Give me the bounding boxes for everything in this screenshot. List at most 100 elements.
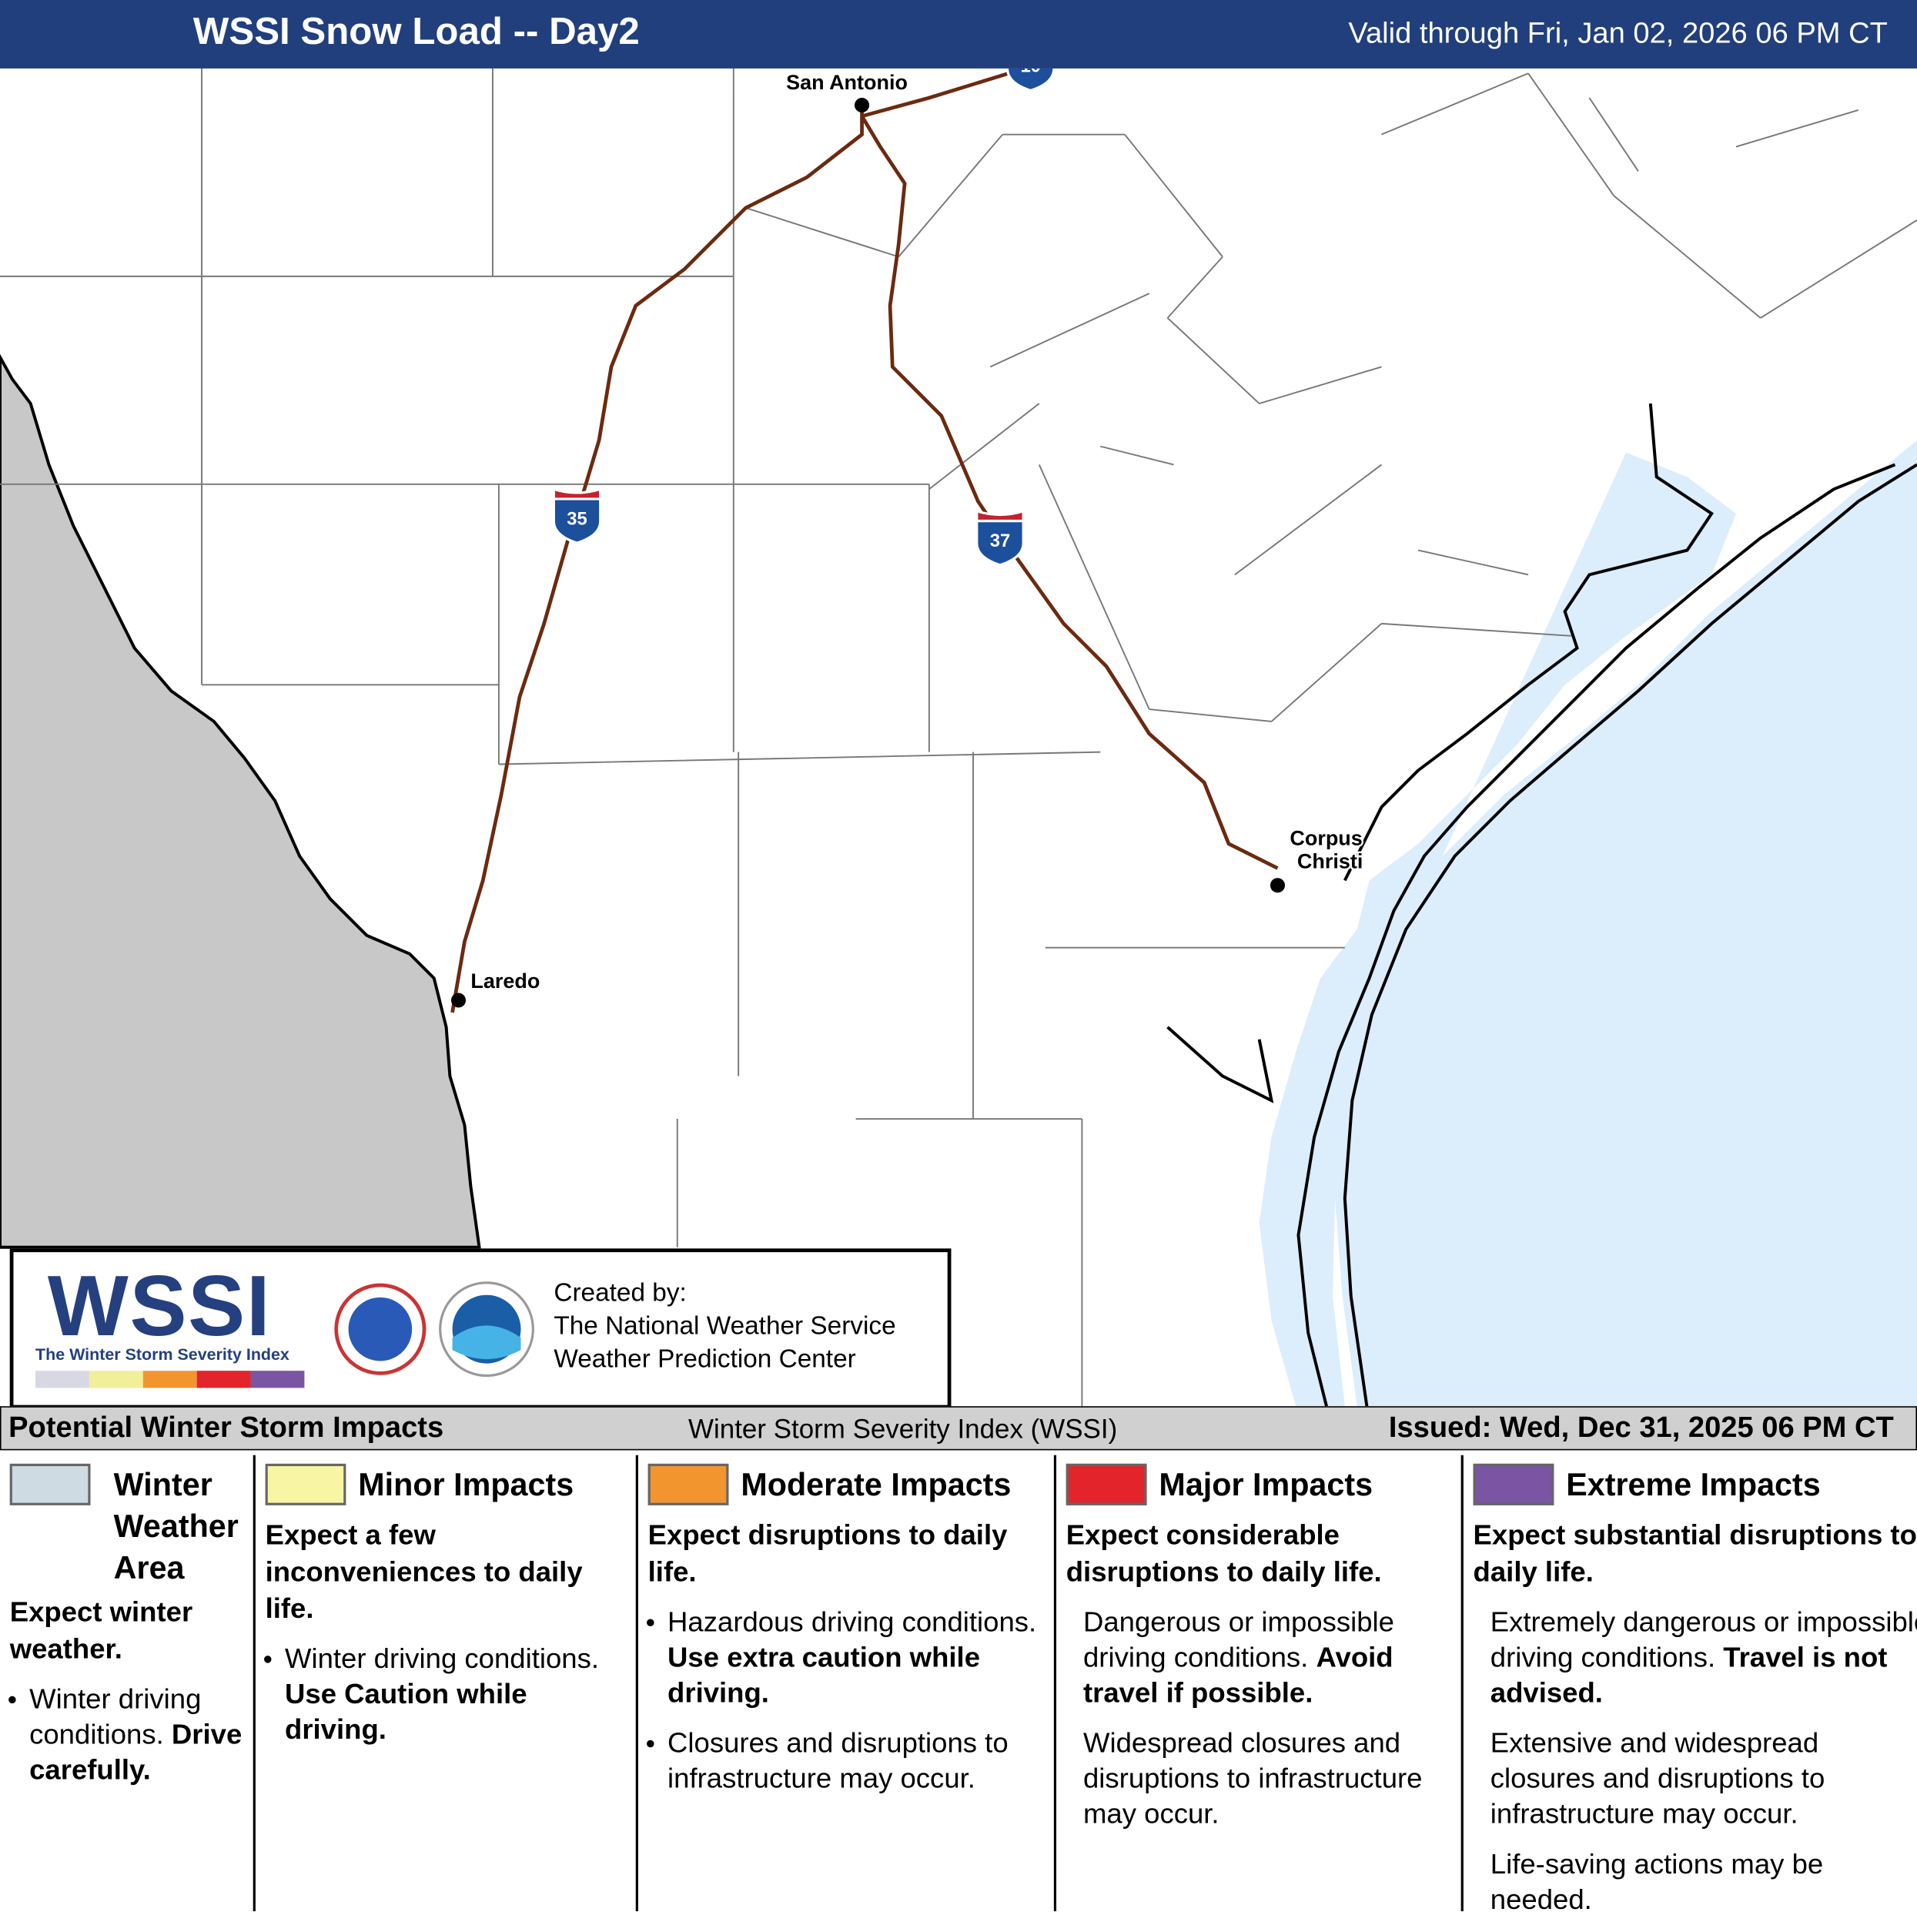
- city-dot: [1270, 878, 1285, 893]
- category-body: Expect substantial disruptions to daily …: [1474, 1516, 1917, 1932]
- legend-divider: [1053, 1455, 1057, 1912]
- item-bold: Travel is not advised.: [1490, 1641, 1888, 1709]
- legend-divider: [253, 1455, 256, 1912]
- shield-body: [975, 519, 1025, 567]
- logo-box: WSSI The Winter Storm Severity Index Cre…: [9, 1248, 952, 1409]
- color-swatch: [196, 1371, 251, 1388]
- color-swatch: [142, 1371, 197, 1388]
- item-text: Winter driving conditions.: [29, 1683, 202, 1750]
- category-name: Extreme Impacts: [1566, 1466, 1821, 1503]
- tagline: The Winter Storm Severity Index: [35, 1344, 289, 1364]
- impact-item: Extremely dangerous or impossible drivin…: [1490, 1604, 1917, 1710]
- shield-number: 35: [567, 508, 587, 529]
- item-text: Extremely dangerous or impossible drivin…: [1490, 1606, 1917, 1673]
- legend-divider: [635, 1455, 638, 1912]
- item-text: Widespread closures and disruptions to i…: [1082, 1726, 1423, 1830]
- impact-item: Winter driving conditions. Use Caution w…: [264, 1641, 632, 1747]
- category-body: Expect disruptions to daily life. Hazardo…: [647, 1516, 1052, 1811]
- headline: Expect considerable disruptions to daily…: [1066, 1518, 1382, 1588]
- legend-swatch: [9, 1463, 91, 1505]
- shield-top: [975, 509, 1025, 523]
- legend-column: Winter Weather Area Expect winter weather…: [8, 1449, 252, 1917]
- category-name: Minor Impacts: [358, 1466, 574, 1503]
- city-label: Corpus: [1290, 826, 1362, 849]
- legend-swatch: [1473, 1463, 1554, 1505]
- category-name: Moderate Impacts: [741, 1466, 1012, 1503]
- coastline: [1166, 403, 1917, 1407]
- item-bold: Drive carefully.: [29, 1718, 243, 1786]
- header: WSSI Snow Load -- Day2 Valid through Fri…: [0, 0, 1917, 69]
- created-line: Weather Prediction Center: [554, 1344, 856, 1374]
- valid-time: Valid through Fri, Jan 02, 2026 06 PM CT: [1348, 17, 1888, 51]
- headline: Expect a few inconveniences to daily lif…: [265, 1518, 583, 1624]
- legend-bar: Potential Winter Storm Impacts Winter St…: [0, 1406, 1917, 1451]
- impact-item: Winter driving conditions. Drive careful…: [8, 1682, 252, 1788]
- wordmark: WSSI: [47, 1258, 272, 1354]
- city-dot: [855, 98, 870, 113]
- impact-item: Closures and disruptions to infrastructu…: [647, 1726, 1052, 1796]
- interstate-shield: 37: [975, 509, 1025, 567]
- shield-number: 10: [1020, 69, 1041, 77]
- interstate-shield: 35: [552, 487, 602, 544]
- legend-title: Potential Winter Storm Impacts: [8, 1411, 444, 1445]
- roads: [450, 72, 1279, 1013]
- agency-logos: [334, 1281, 534, 1378]
- item-text: Winter driving conditions.: [285, 1642, 600, 1674]
- city-dot: [450, 993, 467, 1008]
- category-name: Major Impacts: [1159, 1466, 1373, 1503]
- item-text: Extensive and widespread closures and di…: [1490, 1726, 1825, 1830]
- item-bold: Use Caution while driving.: [285, 1677, 527, 1746]
- shield-body: [1005, 68, 1056, 92]
- gulf: [1335, 440, 1917, 1407]
- category-body: Expect winter weather. Winter driving con…: [8, 1593, 252, 1803]
- color-swatch: [89, 1371, 143, 1388]
- item-text: Hazardous driving conditions.: [667, 1606, 1037, 1638]
- impact-item: Hazardous driving conditions. Use extra …: [647, 1604, 1052, 1710]
- shields: 10 35 37: [552, 68, 1056, 567]
- created-line: The National Weather Service: [554, 1311, 896, 1341]
- item-text: Dangerous or impossible driving conditio…: [1082, 1606, 1394, 1673]
- item-text: Life-saving actions may be needed.: [1490, 1847, 1824, 1915]
- impact-item: Dangerous or impossible driving conditio…: [1083, 1604, 1468, 1710]
- legend-swatch: [1066, 1463, 1147, 1505]
- created-by: Created by: The National Weather Service W…: [554, 1277, 895, 1376]
- headline: Expect substantial disruptions to daily …: [1473, 1518, 1917, 1588]
- category-body: Expect a few inconveniences to daily lif…: [264, 1516, 632, 1762]
- item-bold: Use extra caution while driving.: [667, 1641, 981, 1709]
- title: WSSI Snow Load -- Day2: [192, 9, 640, 53]
- mexico: [0, 353, 481, 1249]
- city-label: Laredo: [470, 969, 540, 993]
- category-body: Expect considerable disruptions to daily…: [1066, 1516, 1468, 1847]
- legend-column: Moderate Impacts Expect disruptions to da…: [647, 1449, 1052, 1917]
- impact-item: Life-saving actions may be needed.: [1490, 1847, 1917, 1917]
- city-label: San Antonio: [786, 71, 908, 94]
- interstate-shield: 10: [1005, 68, 1056, 92]
- color-swatch: [35, 1371, 89, 1388]
- category-name: Winter Weather Area: [113, 1466, 239, 1586]
- legend-swatch: [647, 1463, 729, 1505]
- headline: Expect disruptions to daily life.: [647, 1518, 1008, 1588]
- legend-column: Major Impacts Expect considerable disrupt…: [1066, 1449, 1451, 1917]
- issued: Issued: Wed, Dec 31, 2025 06 PM CT: [1388, 1411, 1894, 1445]
- legend-column: Extreme Impacts Expect substantial disrup…: [1473, 1449, 1917, 1917]
- shield-number: 37: [990, 531, 1010, 551]
- item-text: Closures and disruptions to infrastructu…: [667, 1726, 1009, 1794]
- county-lines: [0, 68, 1917, 1407]
- created-line: Created by:: [554, 1279, 687, 1308]
- impact-item: Extensive and widespread closures and di…: [1490, 1726, 1917, 1832]
- shield-top: [552, 487, 602, 501]
- impact-item: Widespread closures and disruptions to i…: [1083, 1726, 1468, 1832]
- headline: Expect winter weather.: [9, 1595, 193, 1665]
- item-bold: Avoid travel if possible.: [1082, 1641, 1393, 1709]
- city-label: Christi: [1297, 849, 1363, 872]
- legend-divider: [1460, 1455, 1464, 1912]
- shield-body: [552, 497, 602, 544]
- legend-swatch: [265, 1463, 346, 1505]
- legend-column: Minor Impacts Expect a few inconveniences…: [264, 1449, 632, 1917]
- color-swatch: [250, 1371, 305, 1388]
- color-bar: [35, 1371, 305, 1388]
